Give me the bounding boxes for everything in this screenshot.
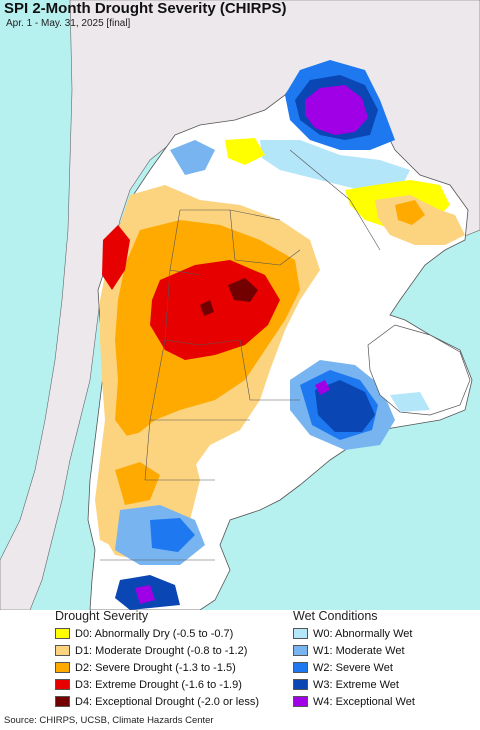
legend-item-d2: D2: Severe Drought (-1.3 to -1.5)	[55, 659, 259, 676]
exceptional-wet-east	[315, 380, 330, 395]
legend-wet: Wet Conditions W0: Abnormally Wet W1: Mo…	[293, 608, 415, 710]
drought-map	[0, 0, 480, 610]
drought-d3-west	[102, 225, 130, 290]
legend-drought: Drought Severity D0: Abnormally Dry (-0.…	[55, 608, 259, 710]
legend-label: D0: Abnormally Dry (-0.5 to -0.7)	[75, 627, 234, 640]
legend-label: D3: Extreme Drought (-1.6 to -1.9)	[75, 678, 242, 691]
legend-label: W4: Exceptional Wet	[313, 695, 415, 708]
map-subtitle: Apr. 1 - May. 31, 2025 [final]	[6, 18, 131, 29]
legend: Drought Severity D0: Abnormally Dry (-0.…	[0, 608, 480, 713]
legend-swatch	[55, 645, 70, 656]
wet-w3-east	[315, 380, 375, 432]
legend-swatch	[293, 662, 308, 673]
exceptional-wet-north	[305, 85, 368, 135]
uruguay-wet	[390, 392, 430, 412]
legend-swatch	[293, 679, 308, 690]
legend-item-w0: W0: Abnormally Wet	[293, 625, 415, 642]
legend-swatch	[293, 696, 308, 707]
legend-item-d1: D1: Moderate Drought (-0.8 to -1.2)	[55, 642, 259, 659]
legend-item-w2: W2: Severe Wet	[293, 659, 415, 676]
source-credit: Source: CHIRPS, UCSB, Climate Hazards Ce…	[4, 715, 214, 726]
legend-swatch	[293, 645, 308, 656]
map-title: SPI 2-Month Drought Severity (CHIRPS)	[4, 0, 287, 17]
legend-label: D2: Severe Drought (-1.3 to -1.5)	[75, 661, 236, 674]
wet-w1-northwest	[170, 140, 215, 175]
wet-w2-south	[150, 518, 195, 552]
legend-label: W0: Abnormally Wet	[313, 627, 413, 640]
legend-swatch	[293, 628, 308, 639]
wet-w0-north	[260, 140, 410, 190]
legend-item-d0: D0: Abnormally Dry (-0.5 to -0.7)	[55, 625, 259, 642]
drought-d2-south	[115, 462, 160, 505]
drought-d4-core	[228, 278, 258, 302]
legend-item-d4: D4: Exceptional Drought (-2.0 or less)	[55, 693, 259, 710]
legend-label: W2: Severe Wet	[313, 661, 393, 674]
legend-item-d3: D3: Extreme Drought (-1.6 to -1.9)	[55, 676, 259, 693]
legend-label: W1: Moderate Wet	[313, 644, 405, 657]
dry-d2-east	[395, 200, 425, 225]
legend-label: D1: Moderate Drought (-0.8 to -1.2)	[75, 644, 248, 657]
legend-swatch	[55, 628, 70, 639]
exceptional-wet-south	[135, 585, 155, 604]
legend-item-w1: W1: Moderate Wet	[293, 642, 415, 659]
drought-d4-small	[200, 300, 214, 316]
legend-label: D4: Exceptional Drought (-2.0 or less)	[75, 695, 260, 708]
legend-item-w3: W3: Extreme Wet	[293, 676, 415, 693]
legend-drought-title: Drought Severity	[55, 609, 149, 623]
legend-swatch	[55, 696, 70, 707]
legend-swatch	[55, 679, 70, 690]
legend-wet-title: Wet Conditions	[293, 609, 378, 623]
legend-item-w4: W4: Exceptional Wet	[293, 693, 415, 710]
dry-d0-north	[225, 138, 265, 165]
legend-swatch	[55, 662, 70, 673]
legend-label: W3: Extreme Wet	[313, 678, 399, 691]
uruguay-outline	[367, 324, 471, 416]
